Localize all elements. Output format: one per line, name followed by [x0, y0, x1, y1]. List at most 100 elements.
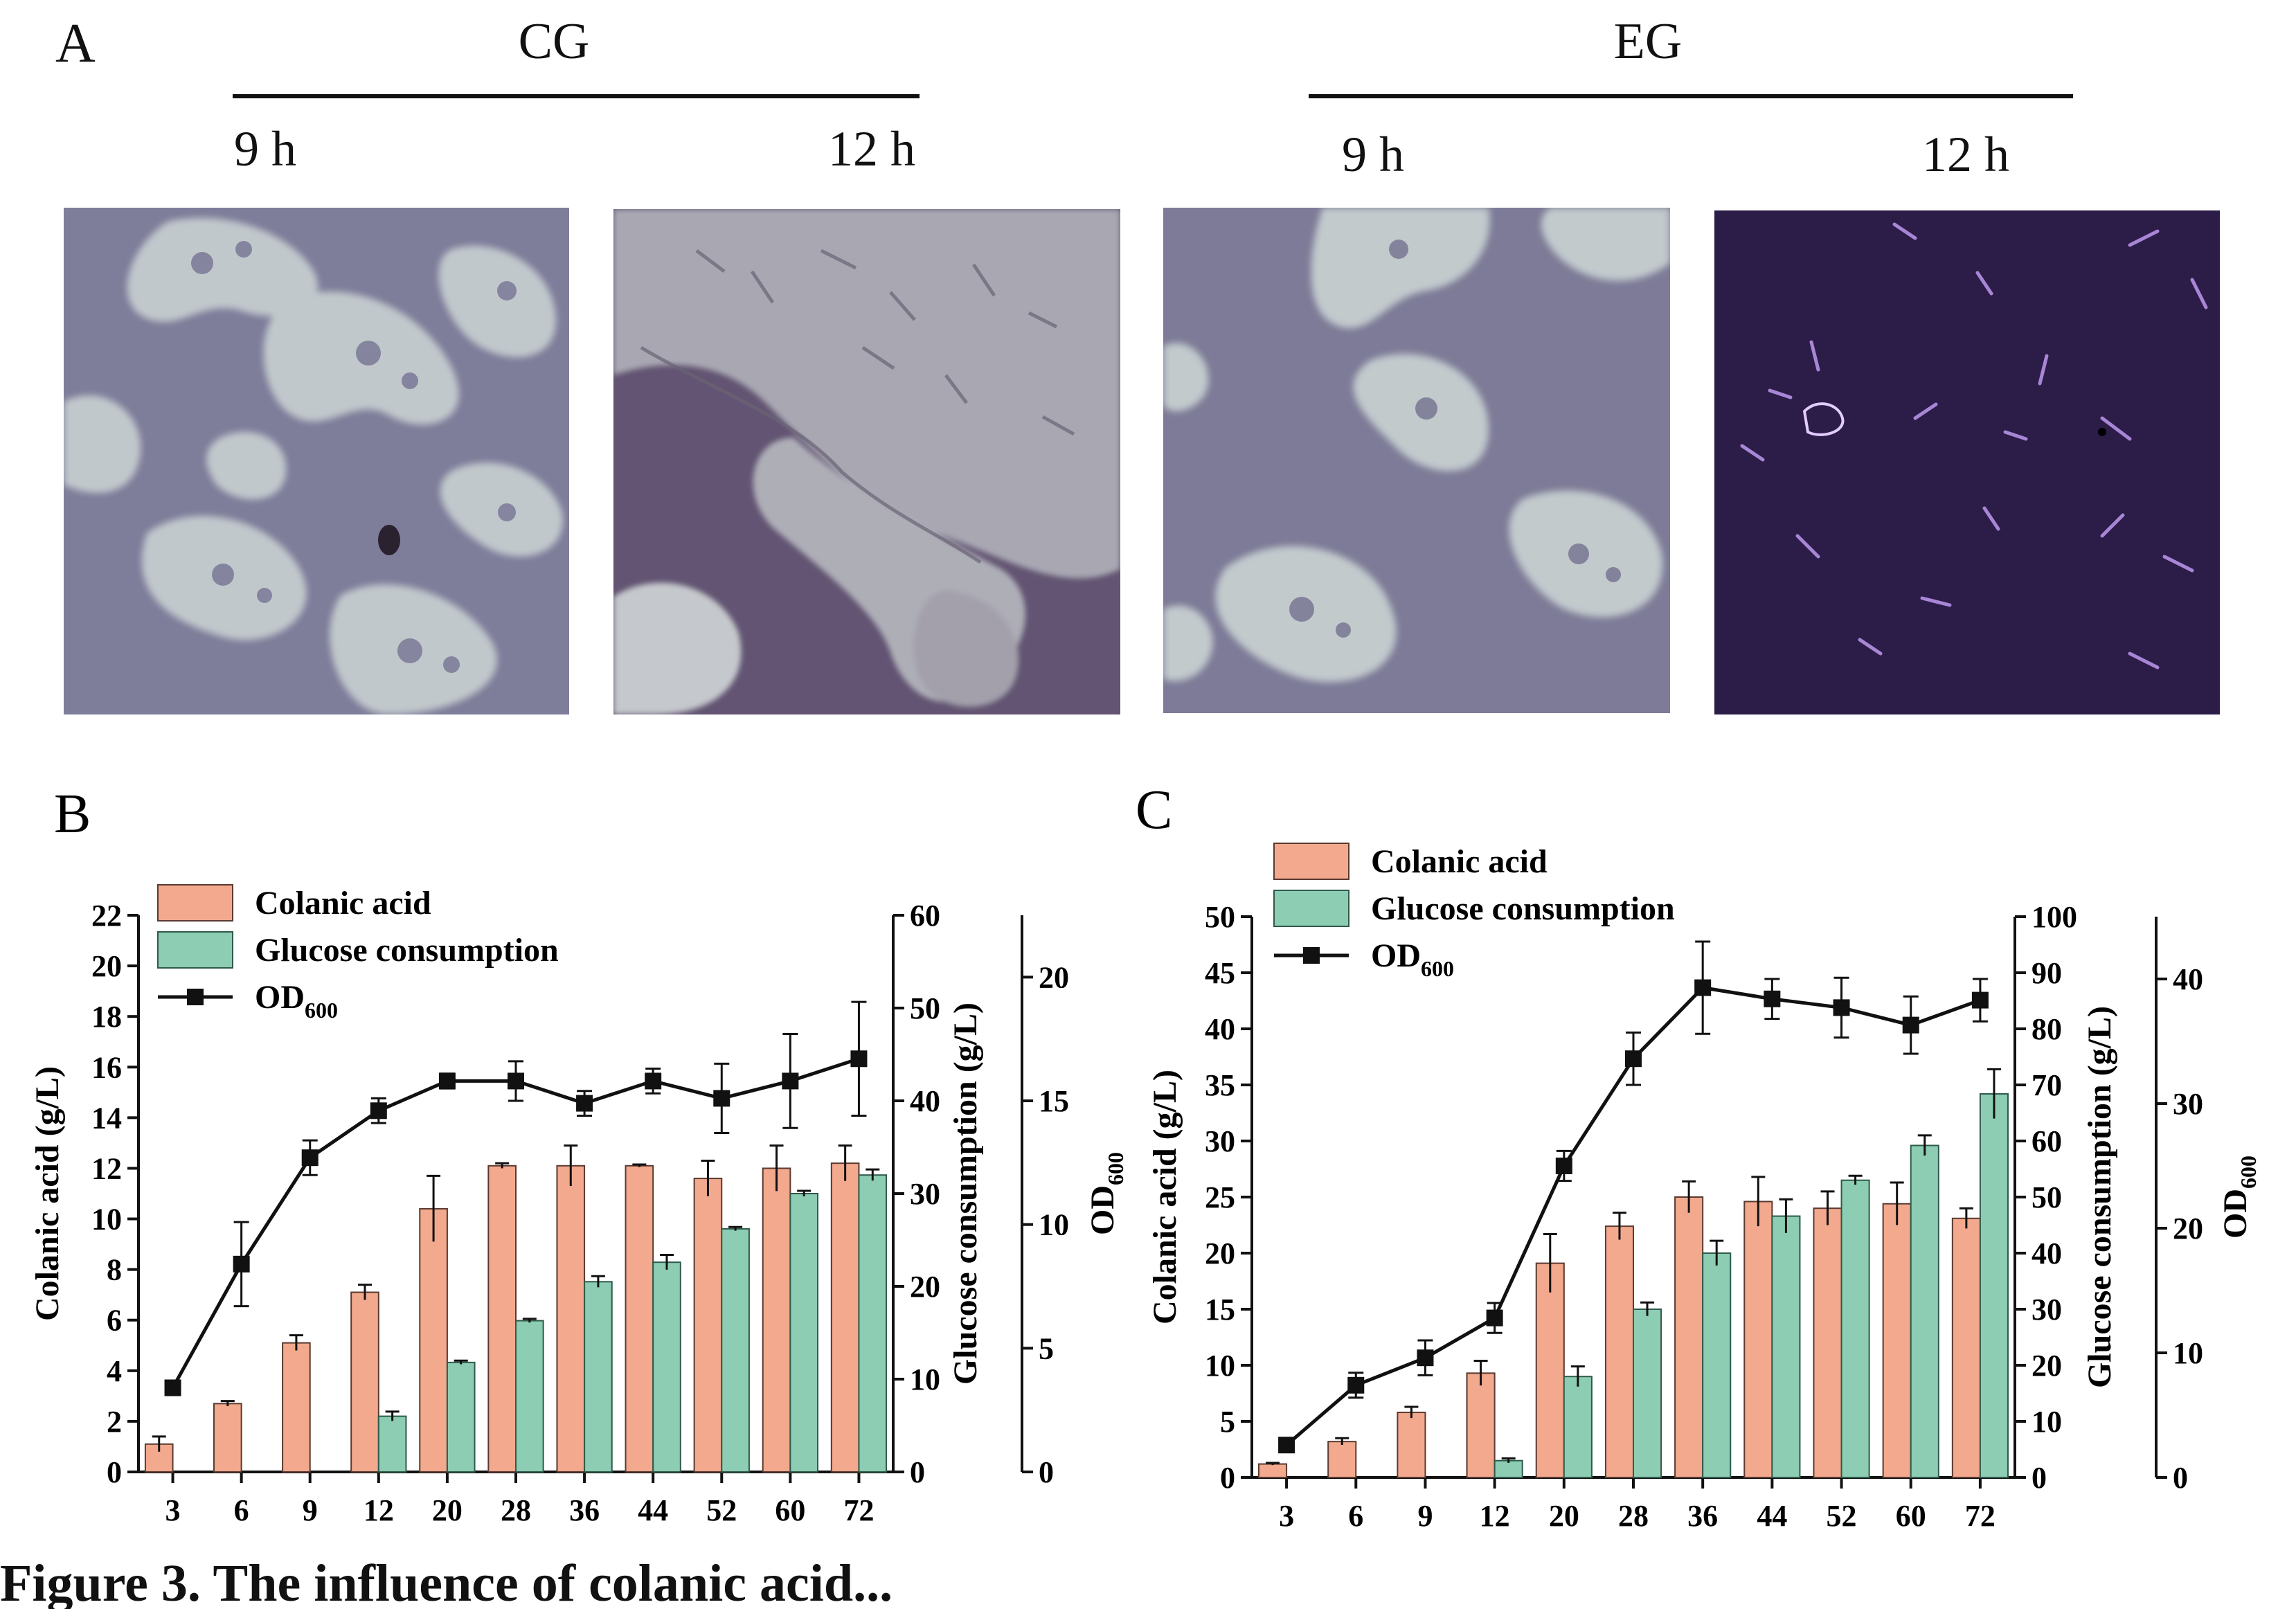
od600-point: [1833, 999, 1850, 1016]
time-label-eg-9h: 9 h: [1342, 127, 1404, 182]
od600-point: [713, 1090, 730, 1107]
colanic-acid-bar: [282, 1342, 311, 1473]
right-tick-label: 10: [2032, 1405, 2062, 1439]
legend-colanic-label: Colanic acid: [1371, 843, 1548, 880]
colanic-acid-bar: [1743, 1201, 1773, 1478]
od-y-axis-title: OD600: [1084, 1152, 1128, 1235]
legend-glucose-label: Glucose consumption: [255, 932, 559, 969]
x-tick-label: 3: [1279, 1499, 1294, 1533]
right-tick-label: 80: [2032, 1012, 2062, 1046]
legend-od-label: OD600: [255, 979, 338, 1023]
od-title-sub: 600: [1103, 1152, 1128, 1185]
glucose-consumption-bar: [515, 1320, 544, 1473]
left-tick-label: 10: [1205, 1349, 1235, 1383]
legend-colanic-swatch: [157, 884, 233, 922]
right-tick-label: 0: [2032, 1461, 2047, 1495]
left-tick-label: 6: [107, 1304, 122, 1338]
glucose-consumption-bar: [721, 1228, 750, 1473]
x-tick-label: 28: [1618, 1499, 1649, 1533]
group-rule-cg: [233, 94, 920, 98]
left-tick-label: 0: [107, 1455, 122, 1489]
panel-c-letter: C: [1136, 780, 1172, 841]
legend-glucose-swatch: [157, 931, 233, 969]
od-tick-label: 40: [2173, 962, 2203, 996]
cg-12h-micrograph: [613, 209, 1120, 714]
colanic-acid-bar: [1882, 1203, 1912, 1478]
od-tick-label: 5: [1039, 1331, 1054, 1365]
od600-point: [850, 1050, 868, 1068]
left-tick-label: 8: [107, 1253, 122, 1287]
od-title-base: OD: [2217, 1189, 2254, 1239]
colanic-acid-bar: [625, 1165, 654, 1473]
left-tick-label: 25: [1205, 1180, 1235, 1214]
od-y-axis-title: OD600: [2217, 1156, 2261, 1239]
od-tick-label: 20: [2173, 1212, 2203, 1246]
od-tick-label: 30: [2173, 1087, 2203, 1121]
glucose-consumption-bar: [446, 1361, 476, 1473]
x-tick-label: 72: [1965, 1499, 1995, 1533]
colanic-acid-bar: [1466, 1372, 1496, 1479]
colanic-acid-bar: [1951, 1217, 1981, 1479]
od600-point: [1625, 1050, 1642, 1068]
od600-point: [1694, 979, 1712, 996]
od-tick-label: 10: [1039, 1208, 1069, 1242]
x-tick-label: 60: [1896, 1499, 1926, 1533]
colanic-acid-bar: [693, 1178, 723, 1473]
x-tick-label: 20: [432, 1493, 463, 1527]
right-tick-label: 20: [910, 1270, 940, 1304]
od600-point: [1417, 1349, 1434, 1367]
colanic-acid-bar: [556, 1165, 586, 1473]
right-tick-label: 60: [2032, 1124, 2062, 1158]
od600-point: [1764, 990, 1781, 1007]
legend-od-marker: [1303, 947, 1320, 964]
right-y-axis-title: Glucose consumption (g/L): [947, 1003, 984, 1385]
left-tick-label: 5: [1220, 1405, 1235, 1439]
x-tick-label: 60: [775, 1493, 805, 1527]
left-tick-label: 50: [1205, 900, 1235, 934]
x-tick-label: 20: [1549, 1499, 1579, 1533]
right-tick-label: 100: [2032, 900, 2077, 934]
od-tick-label: 0: [1039, 1455, 1054, 1489]
x-tick-label: 44: [638, 1493, 668, 1527]
x-tick-label: 36: [1687, 1499, 1718, 1533]
left-tick-label: 30: [1205, 1124, 1235, 1158]
colanic-acid-bar: [1397, 1412, 1426, 1478]
glucose-consumption-bar: [1702, 1252, 1732, 1478]
right-tick-label: 40: [2032, 1237, 2062, 1270]
left-tick-label: 20: [91, 949, 122, 983]
cg-9h-micrograph: [64, 208, 569, 714]
od-title-sub: 600: [2236, 1156, 2261, 1189]
x-tick-label: 6: [1348, 1499, 1363, 1533]
od600-point: [1902, 1016, 1919, 1034]
legend-glucose-swatch: [1273, 890, 1349, 927]
colanic-acid-bar: [1258, 1463, 1288, 1478]
dark-particle: [378, 525, 400, 555]
x-tick-label: 52: [706, 1493, 737, 1527]
x-tick-label: 6: [234, 1493, 249, 1527]
left-tick-label: 20: [1205, 1237, 1235, 1270]
x-tick-label: 52: [1827, 1499, 1857, 1533]
colanic-acid-bar: [1813, 1207, 1842, 1478]
colanic-acid-bar: [213, 1403, 242, 1473]
legend-colanic-label: Colanic acid: [255, 885, 431, 922]
glucose-consumption-bar: [1771, 1215, 1801, 1478]
legend-od-base: OD: [255, 979, 305, 1016]
od600-point: [576, 1095, 593, 1112]
x-tick-label: 36: [569, 1493, 600, 1527]
panel-b-letter: B: [54, 784, 91, 845]
glucose-consumption-bar: [789, 1193, 819, 1473]
legend-glucose-label: Glucose consumption: [1371, 890, 1675, 927]
glucose-consumption-bar: [858, 1174, 888, 1473]
right-tick-label: 0: [910, 1455, 925, 1489]
x-tick-label: 12: [364, 1493, 394, 1527]
colanic-acid-bar: [350, 1291, 379, 1473]
left-tick-label: 18: [91, 1000, 122, 1034]
glucose-consumption-bar: [1494, 1459, 1523, 1479]
legend-od-base: OD: [1371, 937, 1421, 974]
od600-point: [301, 1149, 319, 1167]
glucose-consumption-bar: [1910, 1144, 1939, 1478]
od600-point: [438, 1072, 456, 1090]
group-rule-eg: [1309, 94, 2073, 98]
right-tick-label: 30: [2032, 1293, 2062, 1327]
group-label-eg: EG: [1613, 13, 1683, 70]
